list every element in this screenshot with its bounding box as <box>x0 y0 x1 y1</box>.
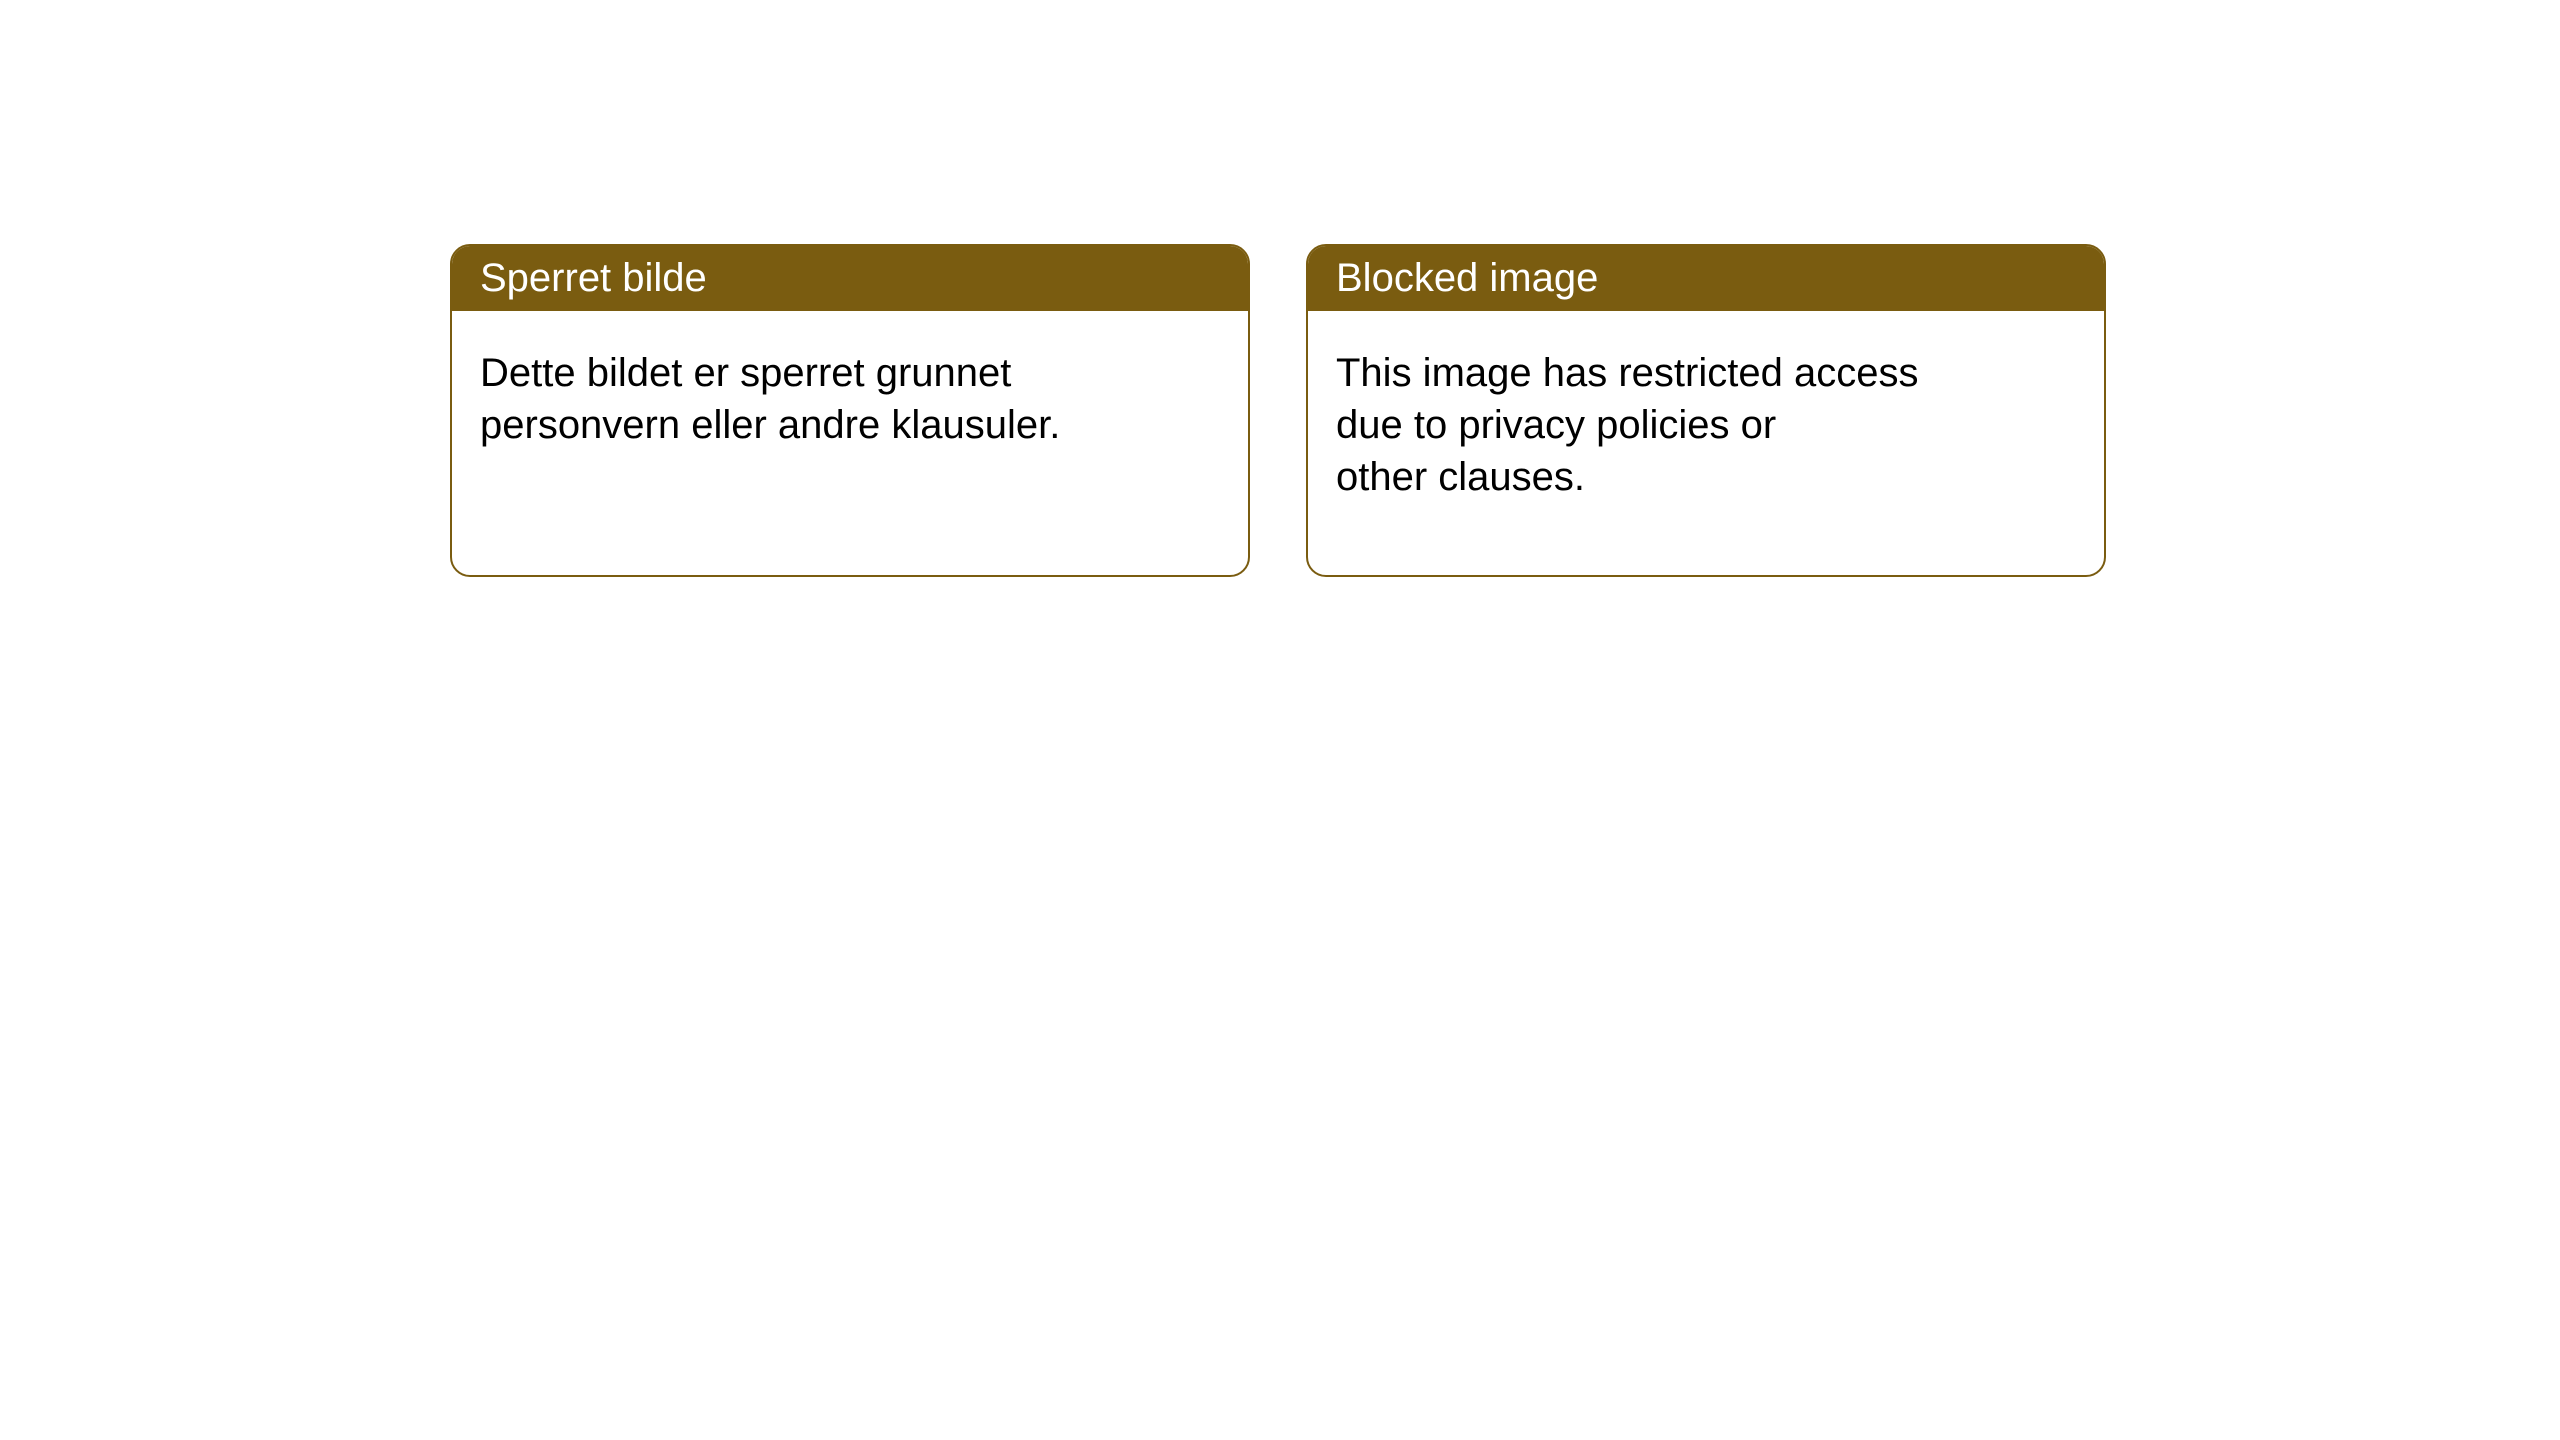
notice-title: Sperret bilde <box>452 246 1248 311</box>
notice-title: Blocked image <box>1308 246 2104 311</box>
notice-card-norwegian: Sperret bilde Dette bildet er sperret gr… <box>450 244 1250 577</box>
notice-card-english: Blocked image This image has restricted … <box>1306 244 2106 577</box>
notice-body: Dette bildet er sperret grunnet personve… <box>452 311 1132 487</box>
notice-body: This image has restricted access due to … <box>1308 311 1988 539</box>
notice-container: Sperret bilde Dette bildet er sperret gr… <box>450 244 2106 577</box>
